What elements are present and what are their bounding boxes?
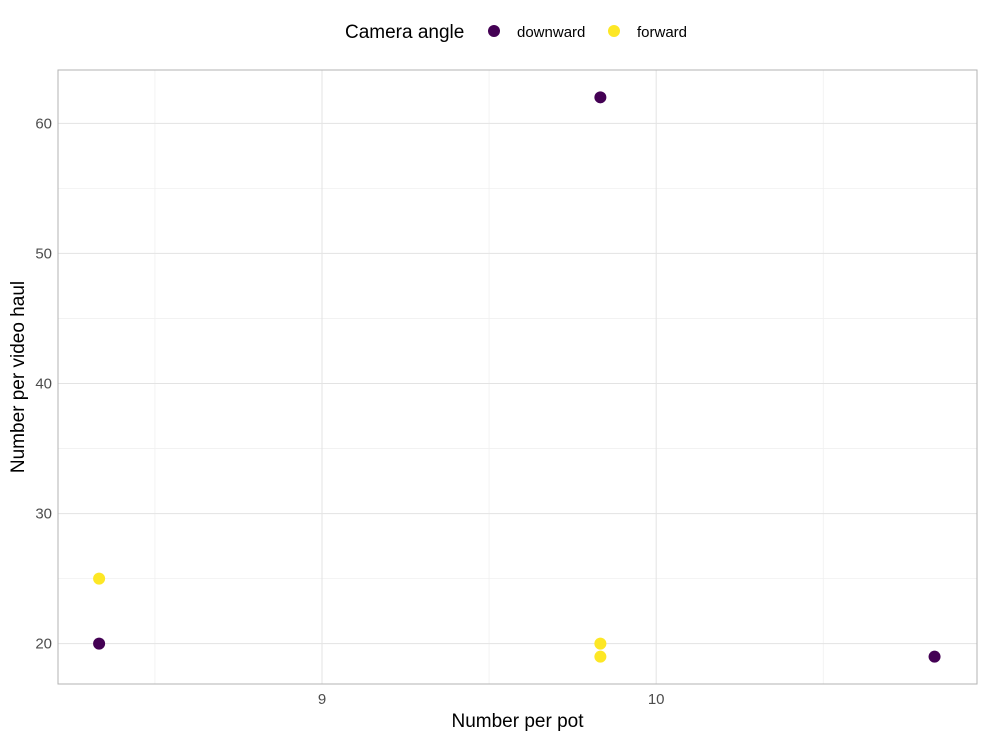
x-tick-label: 9 (318, 691, 326, 708)
data-point-downward (93, 637, 106, 650)
legend-label-forward: forward (637, 24, 687, 41)
y-axis-label: Number per video haul (8, 281, 29, 473)
y-tick-label: 30 (35, 506, 52, 523)
y-tick-label: 40 (35, 376, 52, 393)
legend-title: Camera angle (345, 22, 464, 43)
x-tick-label: 10 (648, 691, 665, 708)
tick-labels: 9 10 20 30 40 50 60 (35, 115, 664, 708)
x-axis-label: Number per pot (451, 711, 584, 732)
data-point-downward (928, 650, 941, 663)
data-points (93, 91, 941, 663)
y-tick-label: 50 (35, 245, 52, 262)
data-point-forward (93, 572, 106, 585)
data-point-forward (594, 637, 607, 650)
y-tick-label: 60 (35, 115, 52, 132)
legend-key-downward (488, 25, 500, 37)
y-tick-label: 20 (35, 636, 52, 653)
legend-label-downward: downward (517, 24, 585, 41)
data-point-forward (594, 650, 607, 663)
plot-panel-border (57, 69, 978, 685)
data-point-downward (594, 91, 607, 104)
legend-key-forward (608, 25, 620, 37)
gridlines (58, 70, 977, 684)
legend: Camera angle downward forward (345, 22, 687, 43)
